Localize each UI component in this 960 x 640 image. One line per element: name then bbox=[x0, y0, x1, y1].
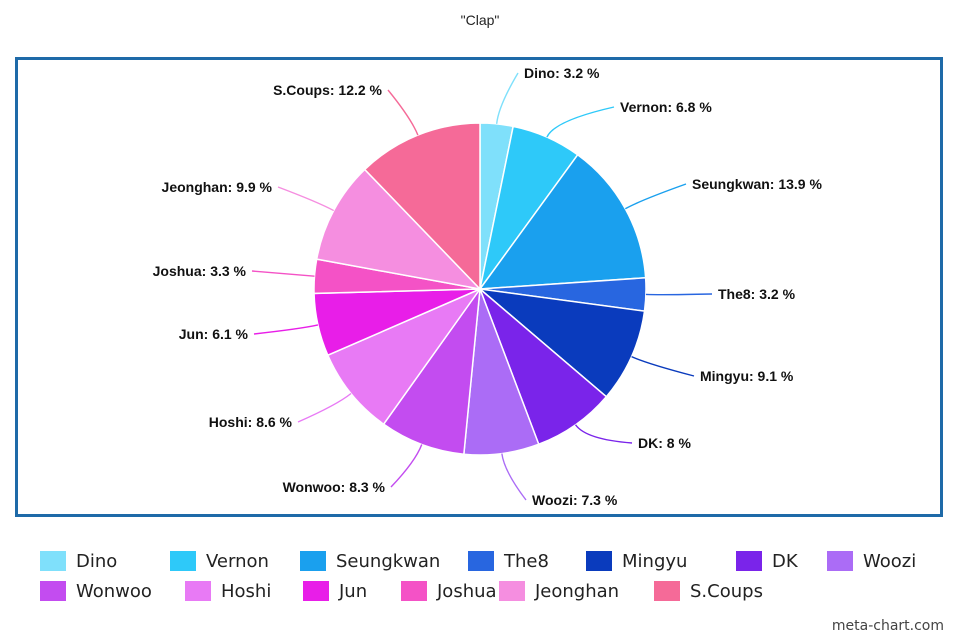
pie-slice-hoshi bbox=[326, 287, 483, 426]
legend-swatch bbox=[586, 551, 612, 571]
legend-row: Dino Vernon Seungkwan The8 Mingyu DK Woozi bbox=[40, 546, 930, 576]
pie-slice-mingyu bbox=[477, 287, 646, 398]
legend-item[interactable]: Vernon bbox=[170, 551, 300, 572]
legend-label: Woozi bbox=[863, 550, 917, 572]
leader-line bbox=[631, 356, 695, 377]
legend-label: Dino bbox=[76, 550, 118, 572]
leader-line bbox=[501, 453, 527, 501]
legend-swatch bbox=[170, 551, 196, 571]
leader-line bbox=[390, 444, 423, 488]
legend-swatch bbox=[40, 581, 66, 601]
legend-item[interactable]: Wonwoo bbox=[40, 581, 185, 602]
plot-area-frame bbox=[15, 57, 943, 517]
legend-label: Seungkwan bbox=[336, 550, 441, 572]
legend-item[interactable]: DK bbox=[736, 551, 827, 572]
legend-swatch bbox=[736, 551, 762, 571]
leader-line bbox=[253, 324, 319, 335]
legend: Dino Vernon Seungkwan The8 Mingyu DK Woozi Wonw… bbox=[40, 546, 930, 606]
leader-line bbox=[624, 183, 687, 210]
slice-label: Vernon: 6.8 % bbox=[620, 99, 712, 115]
leader-line bbox=[645, 293, 713, 296]
leader-line bbox=[297, 392, 352, 423]
slice-label: Dino: 3.2 % bbox=[524, 65, 600, 81]
legend-swatch bbox=[468, 551, 494, 571]
pie-slice-wonwoo bbox=[382, 286, 482, 456]
legend-label: Wonwoo bbox=[76, 580, 152, 602]
slice-label: The8: 3.2 % bbox=[718, 286, 796, 302]
legend-label: S.Coups bbox=[690, 580, 763, 602]
leader-line bbox=[574, 424, 633, 444]
legend-label: The8 bbox=[504, 550, 549, 572]
chart-title: "Clap" bbox=[460, 12, 500, 28]
legend-item[interactable]: Joshua bbox=[401, 581, 499, 602]
leader-line bbox=[277, 186, 335, 212]
leader-line bbox=[251, 270, 315, 277]
legend-label: Joshua bbox=[437, 580, 497, 602]
legend-swatch bbox=[654, 581, 680, 601]
legend-item[interactable]: Mingyu bbox=[586, 551, 736, 572]
slice-label: Joshua: 3.3 % bbox=[153, 263, 247, 279]
legend-swatch bbox=[185, 581, 211, 601]
slice-label: DK: 8 % bbox=[638, 435, 691, 451]
pie-slice-s-coups bbox=[363, 122, 481, 291]
legend-label: Jeonghan bbox=[535, 580, 620, 602]
slice-label: Hoshi: 8.6 % bbox=[209, 414, 293, 430]
leader-line bbox=[387, 89, 419, 136]
legend-item[interactable]: Woozi bbox=[827, 551, 927, 572]
legend-swatch bbox=[499, 581, 525, 601]
leader-line bbox=[546, 106, 615, 138]
slice-label: Wonwoo: 8.3 % bbox=[283, 479, 386, 495]
legend-item[interactable]: Seungkwan bbox=[300, 551, 468, 572]
leader-line bbox=[495, 72, 519, 124]
slice-label: Mingyu: 9.1 % bbox=[700, 368, 794, 384]
watermark-text: meta-chart.com bbox=[831, 618, 944, 634]
legend-label: Vernon bbox=[206, 550, 269, 572]
legend-item[interactable]: S.Coups bbox=[654, 581, 764, 602]
legend-swatch bbox=[827, 551, 853, 571]
slice-label: S.Coups: 12.2 % bbox=[273, 82, 382, 98]
legend-label: DK bbox=[772, 550, 798, 572]
legend-label: Mingyu bbox=[622, 550, 688, 572]
legend-swatch bbox=[300, 551, 326, 571]
legend-swatch bbox=[401, 581, 427, 601]
legend-label: Jun bbox=[339, 580, 368, 602]
legend-item[interactable]: Hoshi bbox=[185, 581, 303, 602]
legend-item[interactable]: Dino bbox=[40, 551, 170, 572]
legend-swatch bbox=[303, 581, 329, 601]
slice-label: Jun: 6.1 % bbox=[179, 326, 249, 342]
slice-label: Seungkwan: 13.9 % bbox=[692, 176, 822, 192]
legend-item[interactable]: Jeonghan bbox=[499, 581, 654, 602]
slice-label: Jeonghan: 9.9 % bbox=[162, 179, 273, 195]
legend-swatch bbox=[40, 551, 66, 571]
legend-row: Wonwoo Hoshi Jun Joshua Jeonghan S.Coups bbox=[40, 576, 930, 606]
slice-label: Woozi: 7.3 % bbox=[532, 492, 618, 508]
legend-item[interactable]: The8 bbox=[468, 551, 586, 572]
legend-label: Hoshi bbox=[221, 580, 272, 602]
legend-item[interactable]: Jun bbox=[303, 581, 401, 602]
